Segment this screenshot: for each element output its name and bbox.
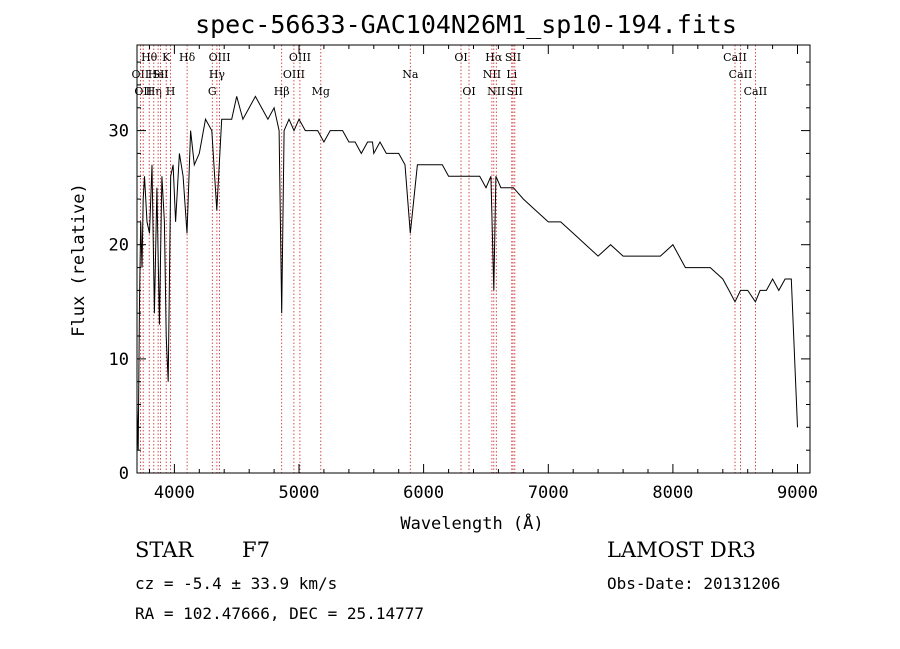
line-label-4: HeI xyxy=(148,68,168,81)
line-label-13: OIII xyxy=(283,68,305,81)
spectrum-series-line xyxy=(136,95,798,451)
line-label-1: OII xyxy=(134,85,152,98)
line-label-3: Hη xyxy=(146,85,162,98)
line-label-25: CaII xyxy=(723,51,747,64)
line-label-17: OI xyxy=(454,51,467,64)
y-tick-label-1: 10 xyxy=(109,350,129,370)
y-tick-label-2: 20 xyxy=(109,236,129,256)
line-label-16: Na xyxy=(402,68,419,81)
line-label-5: SII xyxy=(152,68,168,81)
line-label-9: G xyxy=(208,85,217,98)
line-label-8: Hδ xyxy=(179,51,196,64)
line-label-0: OII xyxy=(132,68,150,81)
object-class: STAR xyxy=(135,538,194,562)
object-subclass: F7 xyxy=(242,538,270,562)
obs-date: Obs-Date: 20131206 xyxy=(607,574,781,593)
line-label-21: NII xyxy=(487,85,505,98)
redshift-text: cz = -5.4 ± 33.9 km/s xyxy=(135,574,338,593)
line-label-7: H xyxy=(166,85,176,98)
line-label-27: CaII xyxy=(744,85,768,98)
survey-name: LAMOST DR3 xyxy=(607,538,756,562)
line-label-14: OIII xyxy=(289,51,311,64)
x-tick-label-2: 6000 xyxy=(403,483,444,503)
line-label-23: SII xyxy=(505,51,521,64)
line-label-10: Hγ xyxy=(209,68,226,81)
y-axis-label: Flux (relative) xyxy=(69,183,89,337)
x-axis-ticks: 4000 5000 6000 7000 8000 9000 xyxy=(149,45,818,503)
y-axis-ticks: 0 10 20 30 xyxy=(109,61,810,484)
line-label-6: K xyxy=(162,51,171,64)
line-label-20: Hα xyxy=(485,51,503,64)
line-label-15: Mg xyxy=(312,85,330,98)
coordinates: RA = 102.47666, DEC = 25.14777 xyxy=(135,604,424,623)
chart-title: spec-56633-GAC104N26M1_sp10-194.fits xyxy=(195,10,737,39)
line-label-11: OIII xyxy=(209,51,231,64)
line-label-2: Hθ xyxy=(141,51,158,64)
x-tick-label-5: 9000 xyxy=(777,483,818,503)
y-tick-label-3: 30 xyxy=(109,122,129,142)
emission-line-markers: OIIOIIHθHηHeISIIKHHδGHγOIIIHβOIIIOIIIMgN… xyxy=(132,45,768,473)
x-tick-label-1: 5000 xyxy=(279,483,320,503)
y-tick-label-0: 0 xyxy=(119,464,129,484)
x-tick-label-4: 8000 xyxy=(652,483,693,503)
plot-frame xyxy=(136,44,811,474)
line-label-19: NII xyxy=(483,68,501,81)
line-label-26: CaII xyxy=(729,68,753,81)
x-tick-label-0: 4000 xyxy=(154,483,195,503)
x-axis-label: Wavelength (Å) xyxy=(400,512,543,534)
line-label-18: OI xyxy=(462,85,475,98)
x-tick-label-3: 7000 xyxy=(528,483,569,503)
line-label-22: Li xyxy=(506,68,517,81)
line-label-12: Hβ xyxy=(274,85,290,98)
line-label-24: SII xyxy=(507,85,523,98)
